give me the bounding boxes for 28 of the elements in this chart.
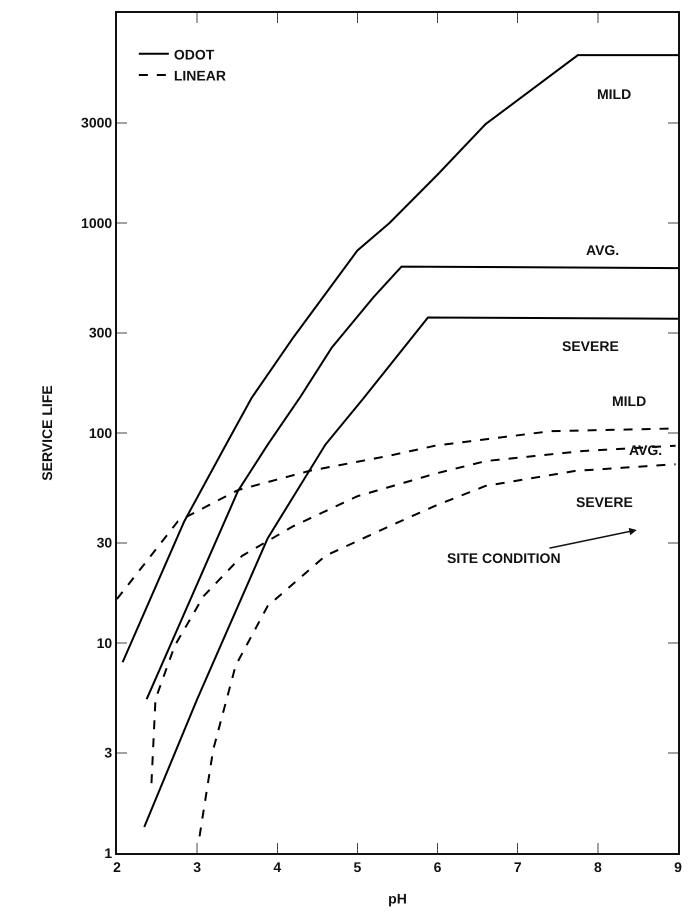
y-tick-label: 30	[96, 534, 112, 551]
line-series	[198, 463, 677, 838]
x-tick-label: 2	[113, 858, 122, 875]
x-axis-title: pH	[388, 890, 407, 907]
x-tick-label: 3	[193, 858, 202, 875]
annotation: SEVERE	[562, 338, 619, 354]
x-tick-label: 4	[273, 858, 282, 875]
x-tick-label: 9	[674, 858, 682, 875]
y-tick-label: 3000	[81, 114, 112, 131]
legend-label: LINEAR	[174, 67, 226, 84]
x-tick-label: 5	[354, 858, 362, 875]
annotation: MILD	[597, 86, 632, 102]
y-tick-label: 300	[88, 324, 112, 341]
annotation: MILD	[612, 393, 646, 409]
annotation: AVG.	[629, 442, 662, 458]
x-tick-label: 8	[594, 858, 602, 875]
annotation: SITE CONDITION	[447, 550, 561, 566]
y-tick-label: 10	[96, 634, 112, 651]
y-tick-label: 100	[88, 424, 112, 441]
y-tick-label: 3	[104, 744, 112, 761]
annotation: AVG.	[586, 242, 620, 258]
annotation: SEVERE	[576, 494, 633, 510]
y-tick-label: 1000	[81, 214, 112, 231]
legend-label: ODOT	[174, 46, 215, 62]
x-tick-label: 6	[434, 858, 442, 875]
x-tick-label: 7	[514, 858, 522, 875]
y-axis-title: SERVICE LIFE	[39, 385, 56, 481]
y-tick-label: 1	[104, 844, 112, 861]
